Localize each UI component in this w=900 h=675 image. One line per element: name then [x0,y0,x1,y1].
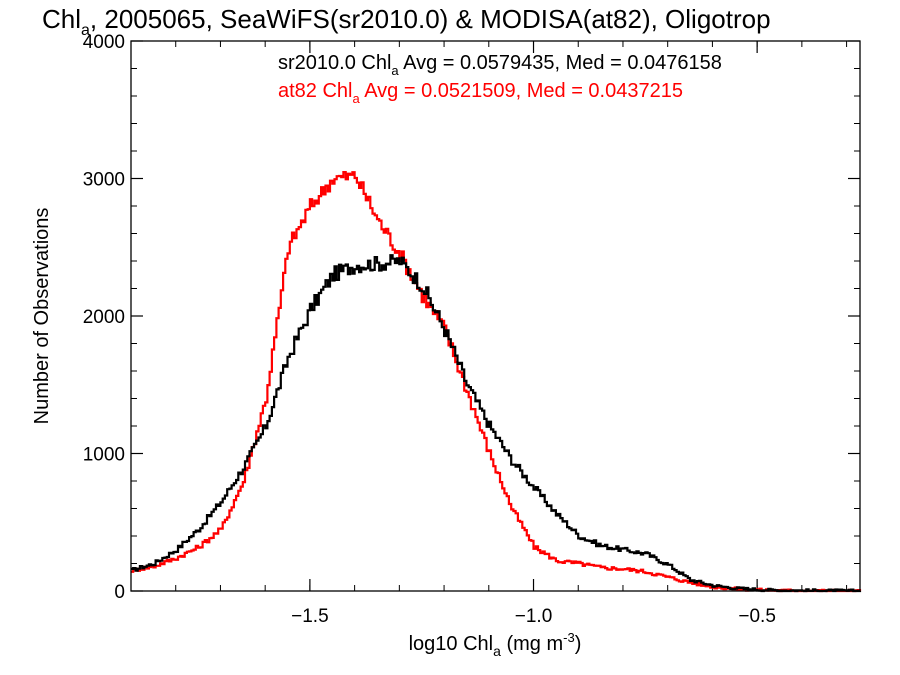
y-tick-label: 4000 [83,32,125,53]
x-axis-label: log10 Chla (mg m-3) [409,630,582,659]
series-at82-line [131,171,862,593]
legend-annotation-2: at82 Chla Avg = 0.0521509, Med = 0.04372… [278,80,683,106]
annotation-1-sub: a [391,63,399,78]
y-axis-label: Number of Observations [31,208,53,425]
title-text-sub: a [81,22,90,39]
annotation-1-after: Avg = 0.0579435, Med = 0.0476158 [399,52,722,74]
annotation-2-sub: a [353,91,361,106]
xlabel-sup: -3 [563,630,575,645]
y-tick-label: 0 [114,582,125,603]
series-sr2010-line [131,254,862,593]
title-text-after: , 2005065, SeaWiFS(sr2010.0) & MODISA(at… [90,4,771,34]
title-text-before: Chl [42,4,81,34]
plot-frame [130,40,861,592]
xlabel-after: ) [575,633,582,655]
series-lines [131,171,862,593]
y-tick-label: 3000 [83,170,125,191]
y-tick-label: 1000 [83,445,125,466]
axis-ticks: −1.5 −1.0 −0.5 0 1000 2000 3000 4000 [83,32,860,627]
annotation-2-before: at82 Chl [278,80,353,102]
y-tick-label: 2000 [83,307,125,328]
xlabel-middle: (mg m [501,633,563,655]
chart-title: Chla, 2005065, SeaWiFS(sr2010.0) & MODIS… [42,4,771,39]
x-tick-label: −1.5 [291,606,329,627]
x-tick-label: −0.5 [738,606,776,627]
xlabel-sub: a [493,643,501,659]
legend-annotation-1: sr2010.0 Chla Avg = 0.0579435, Med = 0.0… [278,52,722,78]
x-tick-label: −1.0 [515,606,553,627]
annotation-1-before: sr2010.0 Chl [278,52,391,74]
xlabel-before: log10 Chl [409,633,494,655]
annotation-2-after: Avg = 0.0521509, Med = 0.0437215 [360,80,683,102]
